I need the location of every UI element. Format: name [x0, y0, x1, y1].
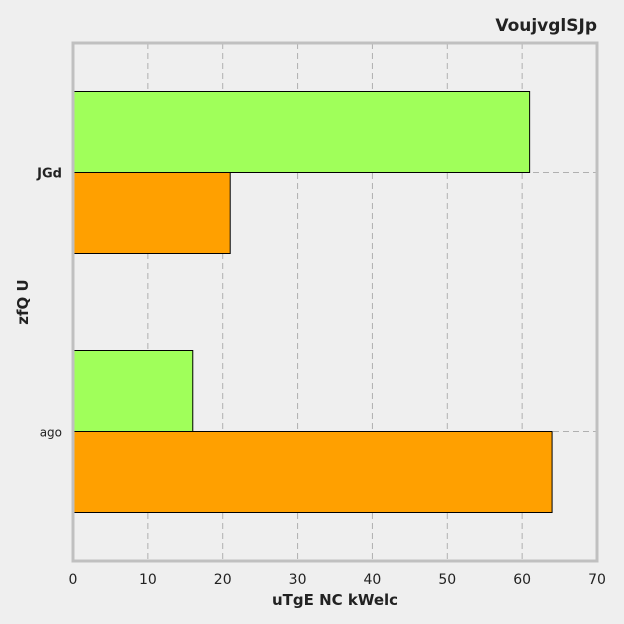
- x-tick-label: 50: [438, 572, 456, 588]
- bar-JGd-series-1: [72, 91, 531, 173]
- y-tick-label: ago: [40, 426, 62, 440]
- x-ticks: 0 10 20 30 40 50 60 70: [69, 572, 606, 588]
- chart-title: VoujvglSJp: [495, 16, 597, 36]
- y-axis-label: zfQ U: [14, 279, 32, 324]
- bar-JGd-series-2: [72, 172, 231, 254]
- y-categories: JGd ago: [36, 167, 62, 440]
- x-tick-label: 40: [364, 572, 382, 588]
- x-tick-label: 70: [588, 572, 606, 588]
- x-tick-label: 10: [139, 572, 157, 588]
- bars: [72, 91, 553, 513]
- y-tick-label: JGd: [36, 167, 62, 182]
- plot-frame: [71, 41, 599, 563]
- bar-ago-series-1: [72, 350, 194, 432]
- x-axis-label: uTgE NC kWelc: [272, 591, 398, 609]
- x-tick-label: 60: [513, 572, 531, 588]
- x-tick-label: 20: [214, 572, 232, 588]
- x-tick-label: 30: [289, 572, 307, 588]
- bar-ago-series-2: [72, 431, 553, 513]
- x-tick-label: 0: [69, 572, 78, 588]
